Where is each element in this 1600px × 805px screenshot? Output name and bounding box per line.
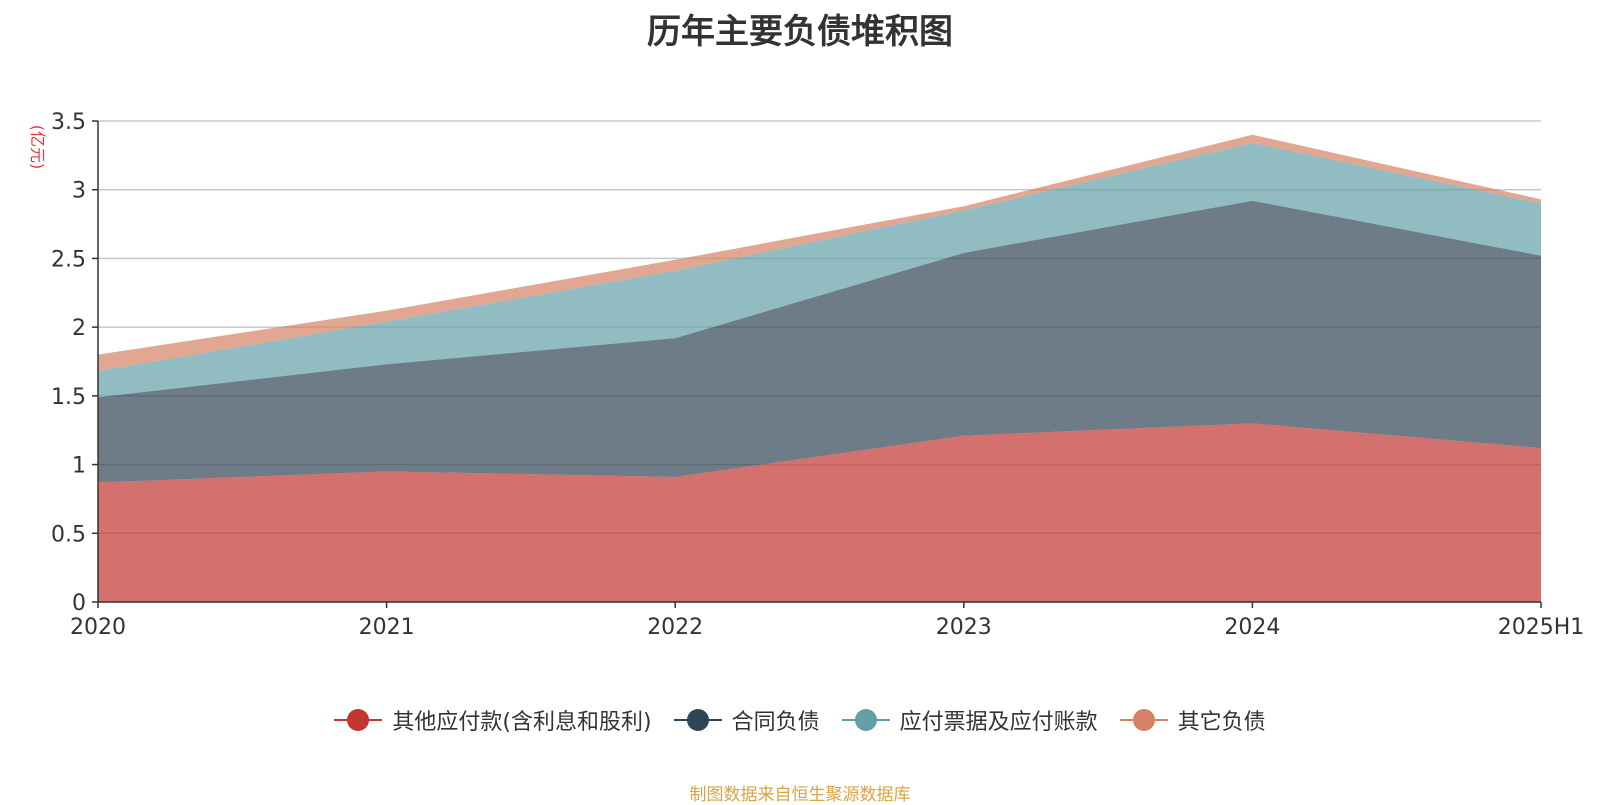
y-tick-label: 2.5 <box>51 247 86 272</box>
y-tick-label: 1.5 <box>51 385 86 410</box>
x-tick-label: 2022 <box>647 615 703 640</box>
legend-item[interactable]: 其他应付款(含利息和股利) <box>334 704 652 736</box>
y-tick-label: 0.5 <box>51 522 86 547</box>
y-axis-unit-label: (亿元) <box>28 125 47 170</box>
legend-label: 其它负债 <box>1177 710 1266 735</box>
y-tick-label: 1 <box>72 454 86 479</box>
y-tick-label: 3.5 <box>51 110 86 135</box>
legend-marker-icon <box>334 708 383 732</box>
y-tick-label: 2 <box>72 316 86 341</box>
x-tick-label: 2024 <box>1224 615 1280 640</box>
x-tick-label: 2025H1 <box>1498 615 1585 640</box>
x-tick-label: 2023 <box>936 615 992 640</box>
y-tick-label: 3 <box>72 179 86 204</box>
y-tick-label: 0 <box>72 591 86 616</box>
x-tick-label: 2021 <box>359 615 415 640</box>
legend-item[interactable]: 其它负债 <box>1119 704 1266 736</box>
x-tick-label: 2020 <box>70 615 126 640</box>
series-area-3 <box>98 142 1541 398</box>
chart-title: 历年主要负债堆积图 <box>647 12 953 52</box>
legend-label: 应付票据及应付账款 <box>899 710 1098 735</box>
series-area-2 <box>98 200 1541 483</box>
source-note: 制图数据来自恒生聚源数据库 <box>689 785 911 805</box>
legend-marker-icon <box>1119 708 1168 732</box>
legend-marker-icon <box>841 708 890 732</box>
legend-marker-icon <box>673 708 722 732</box>
legend: 其他应付款(含利息和股利) 合同负债 应付票据及应付账款 其它负债 <box>0 704 1600 736</box>
series-area-1 <box>98 423 1541 602</box>
legend-item[interactable]: 合同负债 <box>673 704 820 736</box>
legend-item[interactable]: 应付票据及应付账款 <box>841 704 1098 736</box>
legend-label: 合同负债 <box>731 710 820 735</box>
stacked-area-chart: 0 0.5 1 1.5 2 2.5 3 3.5 2020 2021 2022 2023 2024 2025… <box>28 110 1585 640</box>
legend-label: 其他应付款(含利息和股利) <box>392 710 652 735</box>
